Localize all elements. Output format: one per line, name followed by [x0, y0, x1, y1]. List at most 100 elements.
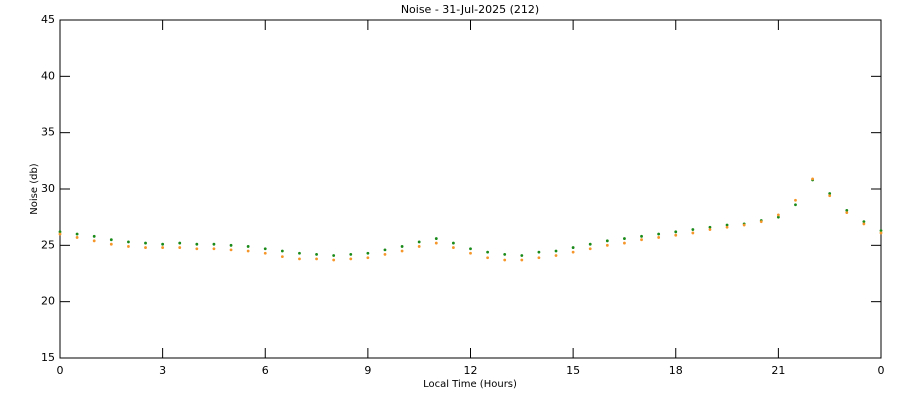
point — [588, 247, 592, 251]
point — [554, 249, 558, 253]
point — [332, 254, 336, 257]
point — [742, 223, 746, 227]
point — [298, 257, 301, 261]
point — [674, 230, 678, 234]
y-tick-label: 40 — [41, 69, 55, 82]
point — [417, 245, 421, 248]
x-tick-label: 18 — [669, 364, 683, 377]
point — [366, 256, 370, 260]
point — [263, 247, 267, 251]
y-tick-label: 25 — [41, 238, 55, 251]
point — [674, 233, 678, 237]
point — [144, 246, 147, 249]
point — [571, 250, 575, 254]
point — [383, 252, 387, 256]
point — [246, 249, 250, 253]
x-tick-label: 21 — [771, 364, 785, 377]
point — [212, 242, 216, 246]
point — [486, 256, 490, 260]
point — [263, 251, 267, 255]
y-tick-label: 45 — [41, 13, 55, 26]
point — [298, 251, 301, 255]
point — [794, 203, 797, 207]
point — [640, 238, 643, 242]
point — [280, 249, 284, 253]
point — [691, 231, 695, 235]
x-tick-label: 6 — [262, 364, 269, 377]
point — [178, 246, 182, 249]
point — [366, 251, 370, 255]
point — [58, 230, 62, 234]
point — [246, 245, 250, 248]
point — [451, 246, 455, 249]
y-axis-label: Noise (db) — [29, 163, 40, 215]
point — [828, 192, 832, 195]
x-tick-label: 9 — [364, 364, 371, 377]
point — [109, 238, 113, 242]
point — [725, 223, 729, 227]
chart-title: Noise - 31-Jul-2025 (212) — [401, 3, 539, 16]
x-axis-label: Local Time (Hours) — [423, 379, 517, 390]
point — [280, 255, 284, 258]
y-tick-label: 35 — [41, 126, 55, 139]
x-tick-label: 0 — [878, 364, 885, 377]
point — [571, 246, 575, 249]
point — [486, 250, 490, 254]
point — [776, 213, 780, 217]
point — [708, 225, 712, 229]
point — [588, 242, 592, 246]
point — [657, 236, 661, 239]
point — [58, 232, 62, 236]
point — [537, 250, 541, 254]
point — [708, 228, 712, 231]
point — [605, 243, 609, 247]
point — [315, 257, 318, 261]
point — [349, 252, 353, 256]
point — [144, 241, 147, 245]
point — [229, 243, 233, 247]
point — [879, 231, 883, 235]
point — [845, 209, 849, 212]
point — [657, 232, 661, 236]
point — [879, 229, 883, 233]
point — [520, 254, 524, 257]
point — [469, 247, 472, 251]
point — [195, 247, 199, 251]
point — [109, 242, 113, 246]
point — [332, 258, 336, 262]
point — [520, 258, 524, 262]
point — [400, 245, 404, 248]
y-tick-label: 15 — [41, 351, 55, 364]
point — [725, 225, 729, 229]
point — [469, 251, 472, 255]
point — [229, 248, 233, 252]
point — [349, 257, 353, 261]
point — [92, 239, 96, 243]
y-tick-label: 20 — [41, 295, 55, 308]
point — [623, 241, 626, 245]
point — [75, 232, 79, 236]
point — [178, 241, 182, 245]
point — [400, 249, 404, 253]
point — [828, 194, 832, 198]
point — [776, 215, 780, 219]
point — [862, 220, 866, 224]
point — [503, 252, 507, 256]
point — [503, 258, 507, 262]
x-tick-label: 3 — [159, 364, 166, 377]
point — [845, 211, 849, 215]
point — [75, 236, 79, 239]
y-tick-label: 30 — [41, 182, 55, 195]
point — [92, 234, 96, 238]
point — [623, 237, 626, 240]
point — [434, 237, 438, 240]
x-tick-label: 12 — [464, 364, 478, 377]
point — [434, 241, 438, 245]
point — [127, 245, 130, 248]
point — [605, 239, 609, 243]
point — [537, 256, 541, 260]
point — [212, 247, 216, 251]
point — [640, 234, 643, 238]
point — [383, 248, 387, 252]
